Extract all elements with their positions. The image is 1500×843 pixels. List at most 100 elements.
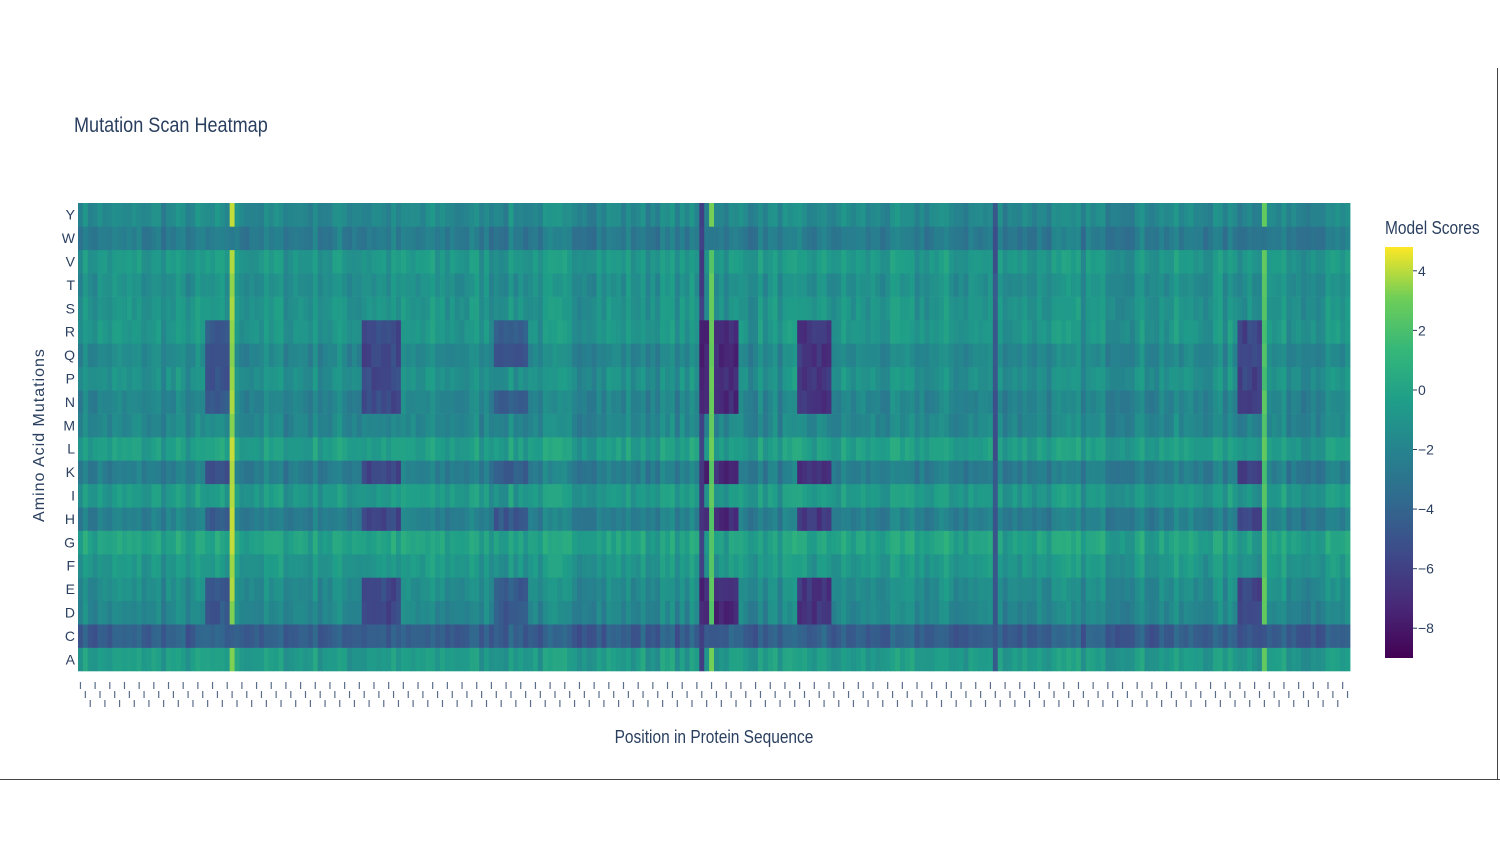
heatmap-cell [1012,577,1018,602]
heatmap-cell [1007,343,1013,368]
heatmap-cell [528,366,534,391]
heatmap-cell [1036,413,1043,438]
heatmap-cell [870,296,876,321]
heatmap-cell [156,203,162,227]
heatmap-cell [841,390,847,414]
heatmap-cell [1149,577,1155,602]
heatmap-cell [156,320,162,344]
heatmap-cell [767,577,774,602]
heatmap-cell [714,413,720,438]
heatmap-cell [1164,460,1170,485]
heatmap-cell [973,413,979,438]
heatmap-cell [200,530,206,555]
heatmap-cell [396,226,402,251]
heatmap-cell [714,390,720,414]
heatmap-cell [552,437,558,461]
heatmap-cell [591,366,597,391]
heatmap-cell [1217,249,1224,274]
heatmap-cell [1227,390,1233,414]
heatmap-cell [190,366,196,391]
heatmap-cell [92,437,98,461]
heatmap-cell [1173,460,1180,485]
heatmap-cell [552,390,558,414]
heatmap-cell [948,600,955,625]
heatmap-cell [718,577,725,602]
heatmap-cell [1286,600,1292,625]
heatmap-cell [332,600,338,625]
heatmap-cell [1213,343,1219,368]
heatmap-cell [337,507,343,531]
heatmap-cell [797,460,803,485]
heatmap-cell [601,460,607,485]
heatmap-cell [733,366,739,391]
heatmap-cell [958,647,964,672]
heatmap-cell [850,413,857,438]
heatmap-cell [586,483,593,508]
heatmap-cell [513,647,519,672]
heatmap-cell [503,249,509,274]
heatmap-cell [963,554,969,578]
heatmap-cell [366,320,372,344]
heatmap-cell [660,296,666,321]
heatmap-cell [1149,647,1155,672]
heatmap-cell [909,343,915,368]
heatmap-cell [444,273,451,297]
heatmap-cell [875,647,881,672]
heatmap-cell [1178,320,1185,344]
heatmap-cell [1340,413,1346,438]
heatmap-cell [415,249,421,274]
heatmap-cell [102,577,108,602]
heatmap-cell [1257,343,1263,368]
heatmap-cell [1276,413,1282,438]
heatmap-cell [440,530,446,555]
heatmap-cell [1242,296,1248,321]
heatmap-cell [943,530,950,555]
heatmap-cell [1076,577,1082,602]
heatmap-cell [929,273,935,297]
heatmap-cell [1090,413,1096,438]
heatmap-cell [523,483,529,508]
heatmap-cell [239,507,245,531]
heatmap-cell [82,483,89,508]
heatmap-cell [694,320,700,344]
heatmap-cell [136,600,142,625]
heatmap-cell [836,437,842,461]
heatmap-cell [1310,296,1317,321]
heatmap-cell [528,413,534,438]
heatmap-cell [1203,390,1209,414]
heatmap-cell [728,624,734,648]
heatmap-cell [122,577,128,602]
heatmap-cell [1032,249,1038,274]
heatmap-cell [528,460,534,485]
heatmap-cell [1193,343,1199,368]
heatmap-cell [1080,624,1087,648]
heatmap-cell [758,273,764,297]
heatmap-cell [855,507,862,531]
heatmap-cell [1061,483,1067,508]
heatmap-cell [806,507,813,531]
heatmap-cell [899,273,906,297]
heatmap-cell [170,226,177,251]
heatmap-cell [469,296,475,321]
heatmap-cell [332,577,338,602]
heatmap-cell [674,296,681,321]
heatmap-cell [1203,296,1209,321]
heatmap-cell [689,390,695,414]
heatmap-cell [586,226,593,251]
heatmap-cell [170,624,177,648]
heatmap-cell [78,577,84,602]
heatmap-cell [376,530,382,555]
heatmap-cell [767,483,774,508]
heatmap-cell [513,390,519,414]
heatmap-cell [528,507,534,531]
heatmap-cell [1061,437,1067,461]
heatmap-cell [469,530,475,555]
heatmap-cell [968,296,974,321]
heatmap-cell [1301,624,1307,648]
heatmap-cell [1056,343,1062,368]
heatmap-cell [126,296,133,321]
heatmap-cell [273,273,279,297]
heatmap-cell [430,530,436,555]
heatmap-cell [322,226,328,251]
